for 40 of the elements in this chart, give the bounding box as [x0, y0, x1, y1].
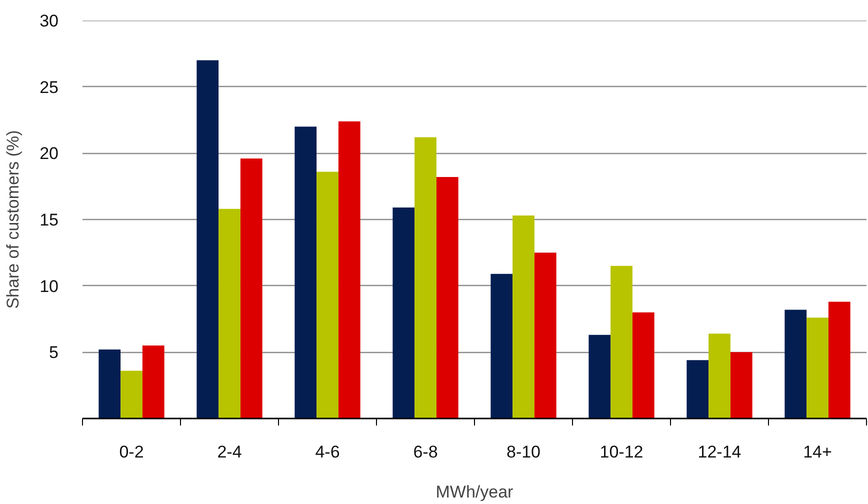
x-tick-label: 0-2	[119, 442, 144, 462]
x-tick-label: 14+	[803, 442, 832, 462]
bar	[392, 208, 415, 418]
bar	[806, 318, 828, 418]
bar	[686, 360, 709, 418]
y-tick-label: 5	[49, 343, 59, 362]
bar	[316, 172, 338, 418]
x-axis-title: MWh/year	[436, 482, 514, 502]
bar	[436, 177, 458, 418]
bar	[414, 137, 436, 418]
y-tick-label: 20	[40, 144, 59, 164]
bar	[512, 216, 534, 418]
x-tick-label: 10-12	[600, 442, 644, 462]
bar	[338, 121, 360, 418]
x-tick-label: 12-14	[698, 442, 742, 462]
y-tick-label: 25	[40, 78, 59, 97]
bar	[708, 334, 730, 418]
x-tick-label: 4-6	[315, 442, 340, 462]
bar	[240, 158, 262, 418]
bar	[632, 312, 654, 418]
bar	[534, 252, 556, 418]
bar	[588, 334, 611, 418]
bar	[784, 310, 807, 418]
bar	[218, 208, 240, 418]
bar	[730, 352, 752, 418]
bar	[828, 302, 850, 418]
y-tick-label: 15	[40, 210, 59, 230]
bar	[196, 60, 219, 418]
y-tick-label: 10	[40, 276, 59, 296]
y-tick-label: 30	[40, 12, 59, 30]
x-tick-label: 2-4	[217, 442, 242, 462]
x-tick-label: 6-8	[413, 442, 438, 462]
x-tick-label: 8-10	[506, 442, 541, 462]
y-axis-title: Share of customers (%)	[4, 130, 23, 309]
bar	[98, 350, 121, 418]
bar	[120, 370, 142, 418]
bar	[142, 346, 164, 418]
bar	[294, 126, 317, 418]
bar	[490, 274, 513, 418]
bar	[610, 266, 632, 418]
